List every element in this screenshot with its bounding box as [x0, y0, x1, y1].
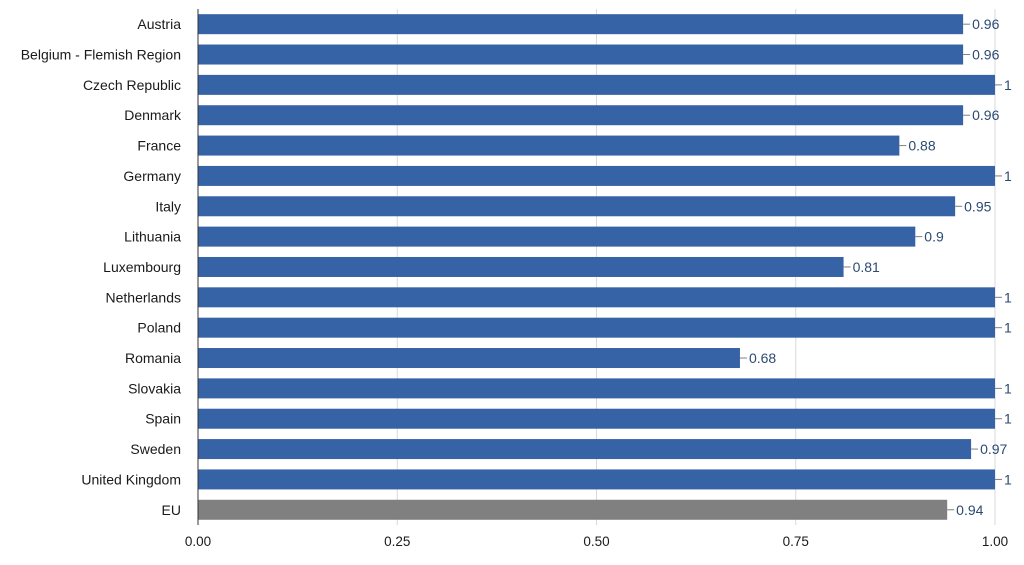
category-label-austria: Austria — [137, 16, 181, 32]
bar-romania — [198, 348, 740, 369]
category-label-lithuania: Lithuania — [124, 229, 181, 245]
bar-italy — [198, 196, 956, 217]
data-label-italy: 0.95 — [964, 198, 991, 214]
data-label-czech-republic: 1 — [1004, 77, 1012, 93]
bar-austria — [198, 14, 964, 35]
category-label-eu: EU — [162, 502, 181, 518]
bar-lithuania — [198, 226, 916, 247]
bar-spain — [198, 408, 995, 429]
category-label-romania: Romania — [125, 350, 181, 366]
category-label-luxembourg: Luxembourg — [103, 259, 181, 275]
data-label-belgium-flemish-region: 0.96 — [972, 47, 999, 63]
data-label-germany: 1 — [1004, 168, 1012, 184]
bar-poland — [198, 317, 995, 338]
category-label-spain: Spain — [145, 411, 181, 427]
bar-germany — [198, 165, 995, 186]
category-label-belgium-flemish-region: Belgium - Flemish Region — [21, 47, 181, 63]
x-tick-label-1: 0.25 — [384, 534, 410, 549]
data-label-romania: 0.68 — [749, 350, 776, 366]
bars — [198, 14, 995, 520]
category-label-netherlands: Netherlands — [106, 289, 182, 305]
category-label-italy: Italy — [155, 198, 181, 214]
data-label-poland: 1 — [1004, 320, 1012, 336]
bar-united-kingdom — [198, 469, 995, 490]
category-label-poland: Poland — [137, 320, 181, 336]
category-label-france: France — [137, 138, 181, 154]
bar-france — [198, 135, 900, 156]
data-label-united-kingdom: 1 — [1004, 471, 1012, 487]
category-label-czech-republic: Czech Republic — [83, 77, 181, 93]
labels: 0.00 0.25 0.50 0.75 1.00 Austria 0.96 Belgium -… — [21, 16, 1012, 549]
data-label-netherlands: 1 — [1004, 289, 1012, 305]
bar-eu — [198, 499, 948, 520]
category-label-germany: Germany — [123, 168, 181, 184]
data-label-eu: 0.94 — [956, 502, 983, 518]
x-tick-label-2: 0.50 — [583, 534, 609, 549]
bar-czech-republic — [198, 74, 995, 95]
data-label-lithuania: 0.9 — [924, 229, 944, 245]
bar-netherlands — [198, 287, 995, 308]
category-label-denmark: Denmark — [124, 107, 182, 123]
data-label-luxembourg: 0.81 — [853, 259, 880, 275]
x-tick-label-3: 0.75 — [783, 534, 809, 549]
category-label-sweden: Sweden — [130, 441, 181, 457]
data-label-austria: 0.96 — [972, 16, 999, 32]
bar-slovakia — [198, 378, 995, 399]
bar-sweden — [198, 439, 972, 460]
bar-luxembourg — [198, 256, 844, 277]
data-label-denmark: 0.96 — [972, 107, 999, 123]
data-label-spain: 1 — [1004, 411, 1012, 427]
category-label-united-kingdom: United Kingdom — [81, 471, 181, 487]
bar-denmark — [198, 105, 964, 126]
category-label-slovakia: Slovakia — [128, 380, 181, 396]
data-label-slovakia: 1 — [1004, 380, 1012, 396]
data-label-france: 0.88 — [908, 138, 935, 154]
x-tick-label-4: 1.00 — [982, 534, 1008, 549]
bar-belgium-flemish-region — [198, 44, 964, 65]
x-tick-label-0: 0.00 — [185, 534, 211, 549]
data-label-sweden: 0.97 — [980, 441, 1007, 457]
